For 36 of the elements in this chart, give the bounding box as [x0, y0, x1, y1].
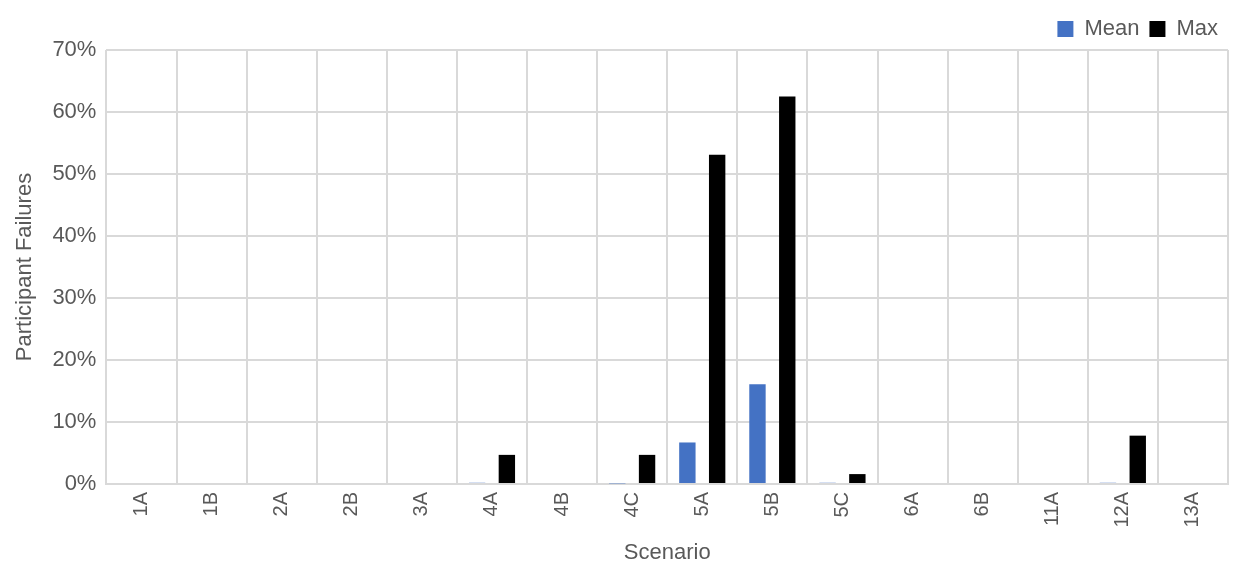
y-tick-label: 40% — [52, 222, 97, 248]
x-tick-label: 3A — [409, 491, 432, 517]
bar — [849, 474, 866, 484]
x-tick-label: 12A — [1110, 491, 1133, 528]
x-tick-label: 2B — [339, 492, 362, 517]
y-tick-label: 0% — [64, 470, 97, 496]
y-axis-title: Participant Failures — [11, 172, 37, 362]
bar — [498, 454, 516, 484]
x-tick-label: 1A — [129, 491, 151, 517]
y-tick-label: 30% — [52, 284, 97, 310]
legend-label: Max — [1176, 15, 1218, 41]
bar — [779, 96, 796, 484]
legend-label: Mean — [1084, 15, 1140, 41]
x-tick-label: 13A — [1180, 491, 1203, 528]
y-tick-label: 10% — [52, 408, 97, 434]
x-axis-title: Scenario — [623, 538, 711, 564]
x-tick-label: 5A — [689, 491, 712, 517]
bar — [679, 442, 696, 484]
x-tick-label: 4B — [549, 492, 572, 517]
bar — [708, 154, 726, 484]
x-tick-label: 5C — [829, 492, 852, 518]
x-tick-label: 1B — [199, 492, 222, 517]
y-tick-label: 60% — [52, 98, 97, 124]
bar — [638, 454, 656, 484]
x-tick-label: 4A — [479, 491, 502, 517]
x-tick-label: 6B — [970, 492, 993, 517]
bar — [1129, 435, 1146, 484]
y-tick-label: 70% — [52, 36, 97, 62]
bar — [749, 384, 766, 484]
x-tick-label: 4C — [619, 492, 642, 518]
y-tick-label: 20% — [52, 346, 97, 372]
x-tick-label: 6A — [900, 491, 923, 517]
x-tick-label: 11A — [1040, 491, 1063, 527]
x-tick-label: 2A — [269, 491, 292, 517]
x-tick-label: 5B — [759, 492, 782, 517]
y-tick-label: 50% — [52, 160, 97, 186]
